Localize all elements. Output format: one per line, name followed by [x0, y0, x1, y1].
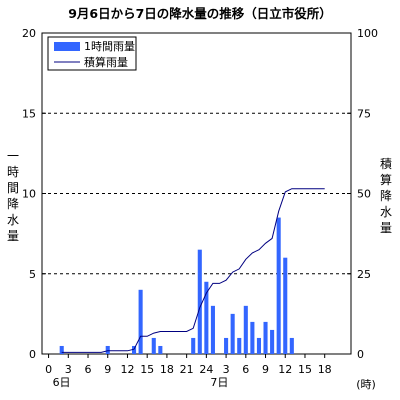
rain-bar — [59, 345, 64, 354]
y-left-tick-label: 15 — [22, 107, 36, 120]
axis-label-char: 間 — [7, 181, 19, 195]
rain-bar — [191, 337, 196, 354]
legend-bar-swatch — [54, 42, 80, 51]
x-tick-label: 12 — [278, 363, 292, 376]
rain-bar — [250, 321, 255, 354]
rain-bar — [158, 345, 163, 354]
x-tick-label: 3 — [223, 363, 230, 376]
bar-series — [59, 217, 294, 354]
rain-bar — [132, 345, 137, 354]
rain-bar — [270, 329, 275, 354]
x-tick-label: 24 — [199, 363, 213, 376]
rain-bar — [197, 249, 202, 354]
x-tick-label: 15 — [298, 363, 312, 376]
x-tick-label: 9 — [262, 363, 269, 376]
rain-bar — [283, 257, 288, 354]
x-tick-label: 9 — [104, 363, 111, 376]
axis-label-char: 一 — [7, 149, 19, 163]
y-right-tick-label: 0 — [357, 348, 364, 361]
plot-area — [41, 32, 352, 355]
y-right-tick-label: 25 — [357, 268, 371, 281]
rain-bar — [276, 217, 281, 354]
axis-label-char: 算 — [380, 172, 392, 187]
rain-bar — [105, 345, 110, 354]
x-day-label: 7日 — [210, 376, 228, 389]
x-tick-label: 0 — [45, 363, 52, 376]
rain-bar — [224, 337, 229, 354]
y-right-tick-label: 100 — [357, 27, 378, 40]
chart-title: 9月6日から7日の降水量の推移（日立市役所） — [68, 6, 332, 21]
rain-bar — [243, 305, 248, 354]
rain-bar — [151, 337, 156, 354]
axis-label-char: 降 — [7, 197, 19, 211]
x-tick-label: 18 — [160, 363, 174, 376]
rain-bar — [289, 337, 294, 354]
legend-bar-label: 1時間雨量 — [84, 40, 135, 53]
rain-bar — [237, 337, 242, 354]
x-tick-label: 6 — [242, 363, 249, 376]
rain-bar — [230, 313, 235, 354]
line-series — [61, 188, 325, 353]
rain-bar — [204, 281, 209, 354]
x-tick-label: 6 — [85, 363, 92, 376]
y-left-tick-label: 20 — [22, 27, 36, 40]
rain-bar — [138, 289, 143, 354]
rain-bar — [263, 321, 268, 354]
axis-label-char: 水 — [380, 205, 392, 219]
rain-bar — [256, 337, 261, 354]
axis-label-char: 量 — [380, 221, 392, 235]
rain-bar — [210, 305, 215, 354]
axis-label-char: 積 — [380, 156, 392, 171]
x-tick-label: 21 — [180, 363, 194, 376]
y-right-tick-label: 50 — [357, 188, 371, 201]
axis-label-char: 量 — [7, 229, 19, 243]
x-tick-label: 18 — [318, 363, 332, 376]
y-right-tick-label: 75 — [357, 107, 371, 120]
x-tick-label: 15 — [140, 363, 154, 376]
axis-label-char: 降 — [380, 189, 392, 203]
x-day-label: 6日 — [53, 376, 71, 389]
x-tick-label: 12 — [120, 363, 134, 376]
axis-label-char: 時 — [7, 165, 19, 179]
x-unit-label: (時) — [356, 378, 376, 391]
y-left-tick-label: 5 — [29, 268, 36, 281]
y-left-tick-label: 10 — [22, 188, 36, 201]
legend-line-label: 積算雨量 — [84, 55, 128, 69]
cumulative-rain-line — [61, 188, 325, 353]
axis-label-char: 水 — [7, 213, 19, 227]
x-tick-label: 3 — [65, 363, 72, 376]
y-left-tick-label: 0 — [29, 348, 36, 361]
legend: 1時間雨量 積算雨量 — [47, 36, 137, 71]
